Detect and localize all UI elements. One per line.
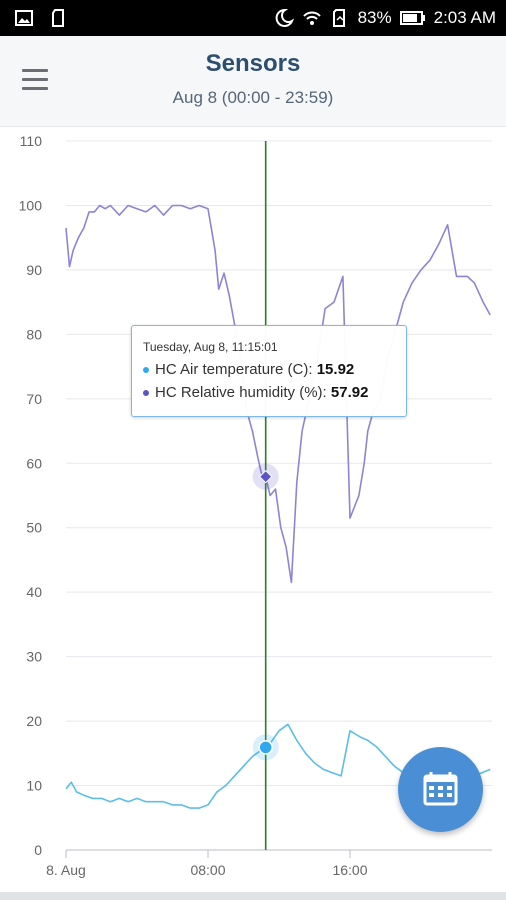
battery-saver-icon xyxy=(332,9,345,27)
y-tick-label-40: 40 xyxy=(26,584,42,600)
sd-card-icon xyxy=(52,9,64,27)
clock: 2:03 AM xyxy=(433,8,496,27)
y-tick-label-0: 0 xyxy=(34,842,42,858)
app-header: Sensors Aug 8 (00:00 - 23:59) xyxy=(0,36,506,127)
tooltip-row-temperature: HC Air temperature (C): 15.92 xyxy=(143,361,354,378)
do-not-disturb-icon xyxy=(275,8,294,27)
humidity-dot-icon xyxy=(143,390,149,397)
temperature-dot-icon xyxy=(143,367,149,374)
tooltip-humidity-label: HC Relative humidity (%): xyxy=(155,384,331,401)
battery-percent: 83% xyxy=(357,8,392,27)
tooltip-date: Tuesday, Aug 8, 11:15:01 xyxy=(143,340,278,354)
wifi-icon xyxy=(302,11,321,25)
y-tick-label-50: 50 xyxy=(26,520,42,536)
y-tick-label-70: 70 xyxy=(26,391,42,407)
hamburger-menu-icon[interactable] xyxy=(22,69,50,93)
y-tick-label-110: 110 xyxy=(20,133,43,149)
y-tick-label-10: 10 xyxy=(26,778,42,794)
x-tick-label-0: 8. Aug xyxy=(46,862,86,878)
status-bar: 83% 2:03 AM xyxy=(0,0,506,36)
y-tick-label-30: 30 xyxy=(26,649,42,665)
calendar-button[interactable] xyxy=(398,747,483,832)
marker-point-0 xyxy=(258,469,273,484)
y-tick-label-20: 20 xyxy=(26,713,42,729)
y-tick-label-80: 80 xyxy=(26,326,42,342)
gallery-icon xyxy=(15,10,33,26)
y-tick-label-100: 100 xyxy=(19,197,43,213)
page-title: Sensors xyxy=(205,50,301,77)
tooltip-temperature-label: HC Air temperature (C): xyxy=(155,361,317,378)
calendar-icon xyxy=(423,772,458,806)
y-tick-label-90: 90 xyxy=(26,262,42,278)
x-tick-label-2: 16:00 xyxy=(332,862,367,878)
battery-icon xyxy=(399,11,425,25)
chart-tooltip: Tuesday, Aug 8, 11:15:01 HC Air temperat… xyxy=(131,325,407,417)
y-tick-label-60: 60 xyxy=(26,455,42,471)
date-range-subtitle: Aug 8 (00:00 - 23:59) xyxy=(172,88,334,107)
x-tick-label-1: 08:00 xyxy=(190,862,225,878)
series-line-0 xyxy=(65,204,491,584)
tooltip-humidity-value: 57.92 xyxy=(330,384,369,401)
tooltip-temperature-value: 15.92 xyxy=(316,361,355,378)
bottom-edge xyxy=(0,892,506,900)
tooltip-row-humidity: HC Relative humidity (%): 57.92 xyxy=(143,384,368,401)
sensor-chart[interactable]: 0 10 20 30 40 50 60 70 80 90 100 110 8. Aug 08:00 16:0… xyxy=(0,126,506,892)
marker-point-1 xyxy=(258,740,273,755)
